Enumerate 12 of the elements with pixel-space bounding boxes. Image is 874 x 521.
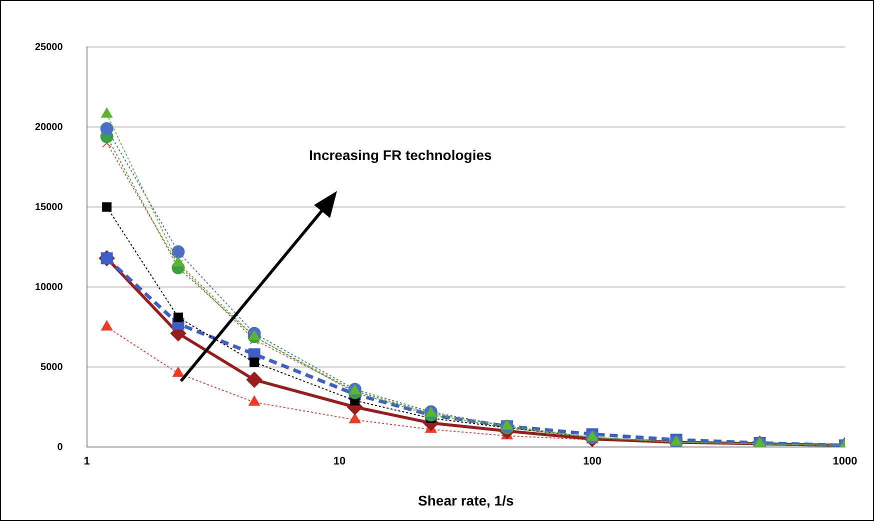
x-tick-label: 1000 [832,456,858,468]
y-tick-label: 0 [57,442,64,453]
y-tick-label: 20000 [34,122,64,133]
y-tick-label: 10000 [34,282,64,293]
x-tick-label: 100 [583,456,602,468]
x-axis-title: Shear rate, 1/s [418,492,514,508]
annotation: Increasing FR technologies [309,147,492,163]
y-tick-label: 5000 [40,362,64,373]
y-tick-label: 25000 [34,42,64,53]
y-tick-label: 15000 [34,202,64,213]
x-tick-label: 10 [333,456,346,468]
x-tick-label: 1 [84,456,90,468]
